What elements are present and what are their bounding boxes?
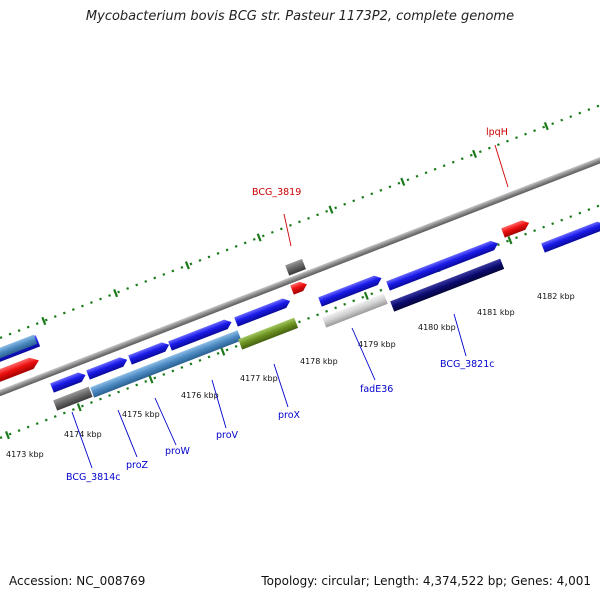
gene-label-prow[interactable]: proW <box>165 446 191 457</box>
tick-label-4177: 4177 kbp <box>240 374 278 383</box>
accession-text: Accession: NC_008769 <box>9 574 146 588</box>
tick-label-4176: 4176 kbp <box>181 391 219 400</box>
tick-label-4181: 4181 kbp <box>477 308 515 317</box>
gene-forward-2[interactable] <box>86 355 129 380</box>
gene-forward-3[interactable] <box>128 340 171 365</box>
genome-summary-text: Topology: circular; Length: 4,374,522 bp… <box>261 574 591 588</box>
gene-bcg3814c[interactable] <box>53 386 93 411</box>
gene-label-bcg3821c[interactable]: BCG_3821c <box>440 359 495 370</box>
gene-label-prov[interactable]: proV <box>216 430 239 441</box>
scale-ring-inner <box>0 201 600 440</box>
gene-bcg3821c[interactable] <box>390 258 505 312</box>
gene-forward-7[interactable] <box>386 239 500 291</box>
tick-label-4178: 4178 kbp <box>300 357 338 366</box>
gene-steel-left-top[interactable] <box>0 334 38 360</box>
gene-lpqh[interactable] <box>501 218 531 238</box>
gene-label-proz[interactable]: proZ <box>126 460 149 471</box>
gene-forward-4[interactable] <box>168 317 233 351</box>
map-title: Mycobacterium bovis BCG str. Pasteur 117… <box>85 9 515 24</box>
gene-label-prox[interactable]: proX <box>278 410 301 421</box>
gene-bcg3819-gray[interactable] <box>285 258 306 276</box>
gene-label-bcg3819[interactable]: BCG_3819 <box>252 187 301 198</box>
gene-label-fade36[interactable]: fadE36 <box>360 384 393 395</box>
scale-ring-outer <box>0 101 600 340</box>
tick-label-4175: 4175 kbp <box>122 410 160 419</box>
gene-prox[interactable] <box>238 317 299 350</box>
gene-fade36[interactable] <box>322 293 388 328</box>
tick-label-4179: 4179 kbp <box>358 340 396 349</box>
gene-forward-8[interactable] <box>541 219 600 253</box>
gene-forward-1[interactable] <box>50 370 87 393</box>
gene-forward-5[interactable] <box>234 296 292 327</box>
gene-label-lpqh[interactable]: lpqH <box>486 127 508 138</box>
gene-forward-6[interactable] <box>318 273 383 307</box>
tick-label-4174: 4174 kbp <box>64 430 102 439</box>
gene-steel-long[interactable] <box>90 330 242 398</box>
gene-label-bcg3814c[interactable]: BCG_3814c <box>66 472 121 483</box>
gene-bcg3819[interactable] <box>290 280 309 295</box>
outer-major-ticks <box>41 121 549 326</box>
gene-forward-left-red[interactable] <box>0 355 41 383</box>
tick-label-4182: 4182 kbp <box>537 292 575 301</box>
tick-label-4173: 4173 kbp <box>6 450 44 459</box>
genome-backbone <box>0 144 600 404</box>
label-leaders <box>71 144 509 469</box>
tick-label-4180: 4180 kbp <box>418 323 456 332</box>
